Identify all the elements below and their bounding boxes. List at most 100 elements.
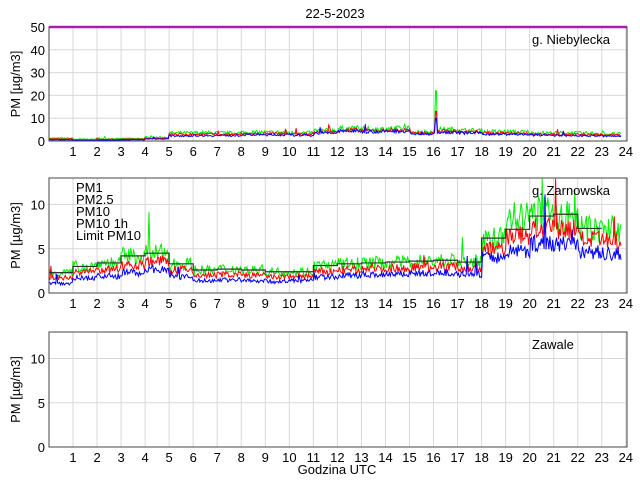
x-tick-label: 4 [142, 296, 149, 311]
legend-entry: PM10 1h [76, 216, 128, 231]
x-tick-label: 3 [117, 144, 124, 159]
axes-box [48, 177, 628, 294]
series-pm25 [48, 178, 622, 282]
x-tick-label: 20 [522, 144, 536, 159]
x-tick-label: 3 [117, 296, 124, 311]
y-axis-label: PM [µg/m3] [8, 202, 23, 269]
x-tick-label: 19 [498, 450, 512, 465]
x-tick-label: 20 [522, 296, 536, 311]
x-tick-label: 17 [450, 450, 464, 465]
x-tick-label: 1 [69, 296, 76, 311]
x-tick-label: 5 [166, 450, 173, 465]
series-pm25 [48, 110, 622, 141]
axes-box [48, 331, 628, 448]
x-tick-label: 10 [282, 450, 296, 465]
x-tick-label: 14 [378, 144, 392, 159]
x-tick-label: 16 [426, 450, 440, 465]
panel-2: 1 2 3 4 5 6 7 8 9 10 11 12 13 14 15 16 17 18 19 20 21 22 23 240… [8, 331, 633, 465]
series-pm10 [48, 90, 622, 141]
y-tick-label: 0 [38, 286, 45, 301]
legend-entry: PM2.5 [76, 192, 114, 207]
x-tick-label: 10 [282, 144, 296, 159]
x-tick-label: 19 [498, 144, 512, 159]
y-tick-label: 5 [38, 396, 45, 411]
x-tick-label: 16 [426, 296, 440, 311]
x-tick-label: 11 [307, 144, 321, 159]
x-tick-label: 23 [595, 144, 609, 159]
x-tick-label: 23 [595, 296, 609, 311]
x-tick-label: 17 [450, 144, 464, 159]
x-tick-label: 9 [262, 296, 269, 311]
station-label: Zawale [532, 337, 574, 352]
x-tick-label: 9 [262, 144, 269, 159]
x-tick-label: 13 [354, 144, 368, 159]
x-tick-label: 8 [238, 144, 245, 159]
y-axis-label: PM [µg/m3] [8, 356, 23, 423]
x-tick-label: 2 [93, 450, 100, 465]
x-tick-label: 2 [93, 296, 100, 311]
x-tick-label: 13 [354, 296, 368, 311]
x-tick-label: 11 [307, 296, 321, 311]
series-pm10 [48, 177, 622, 278]
series-pm10-1h [49, 213, 602, 274]
x-tick-label: 15 [402, 144, 416, 159]
x-tick-label: 9 [262, 450, 269, 465]
x-tick-label: 5 [166, 296, 173, 311]
x-tick-label: 1 [69, 144, 76, 159]
y-tick-label: 40 [31, 43, 45, 58]
x-tick-label: 18 [474, 296, 488, 311]
x-tick-label: 6 [190, 296, 197, 311]
y-tick-label: 5 [38, 242, 45, 257]
x-tick-label: 7 [214, 296, 221, 311]
chart-title: 22-5-2023 [305, 6, 364, 21]
x-tick-label: 15 [402, 296, 416, 311]
x-tick-label: 22 [570, 144, 584, 159]
x-tick-label: 14 [378, 296, 392, 311]
series-pm1 [48, 117, 622, 142]
y-axis-label: PM [µg/m3] [8, 51, 23, 118]
y-tick-label: 0 [38, 440, 45, 455]
axes-box [48, 26, 628, 142]
x-tick-label: 15 [402, 450, 416, 465]
station-label: g. Zarnowska [532, 183, 611, 198]
x-tick-label: 23 [595, 450, 609, 465]
x-tick-label: 12 [330, 450, 344, 465]
x-tick-label: 16 [426, 144, 440, 159]
x-tick-label: 21 [546, 296, 560, 311]
x-tick-label: 12 [330, 144, 344, 159]
x-tick-label: 6 [190, 450, 197, 465]
y-tick-label: 20 [31, 88, 45, 103]
y-tick-label: 0 [38, 134, 45, 149]
x-tick-label: 10 [282, 296, 296, 311]
x-tick-label: 24 [619, 450, 633, 465]
station-label: g. Niebylecka [532, 32, 611, 47]
x-tick-label: 1 [69, 450, 76, 465]
x-tick-label: 8 [238, 296, 245, 311]
x-tick-label: 4 [142, 144, 149, 159]
x-tick-label: 17 [450, 296, 464, 311]
x-tick-label: 20 [522, 450, 536, 465]
legend-entry: PM10 [76, 204, 110, 219]
x-tick-label: 7 [214, 144, 221, 159]
x-tick-label: 5 [166, 144, 173, 159]
x-tick-label: 18 [474, 144, 488, 159]
panel-0: 1 2 3 4 5 6 7 8 9 10 11 12 13 14 15 16 17 18 19 20 21 22 23 240… [8, 20, 633, 159]
x-axis-label: Godzina UTC [298, 462, 377, 477]
y-tick-label: 30 [31, 66, 45, 81]
x-tick-label: 13 [354, 450, 368, 465]
legend-entry: Limit PM10 [76, 228, 141, 243]
x-tick-label: 8 [238, 450, 245, 465]
y-tick-label: 10 [31, 111, 45, 126]
x-tick-label: 22 [570, 296, 584, 311]
x-tick-label: 24 [619, 296, 633, 311]
x-tick-label: 4 [142, 450, 149, 465]
x-tick-label: 12 [330, 296, 344, 311]
x-tick-label: 18 [474, 450, 488, 465]
x-tick-label: 19 [498, 296, 512, 311]
x-tick-label: 14 [378, 450, 392, 465]
x-tick-label: 6 [190, 144, 197, 159]
x-tick-label: 2 [93, 144, 100, 159]
y-tick-label: 10 [31, 352, 45, 367]
x-tick-label: 11 [307, 450, 321, 465]
